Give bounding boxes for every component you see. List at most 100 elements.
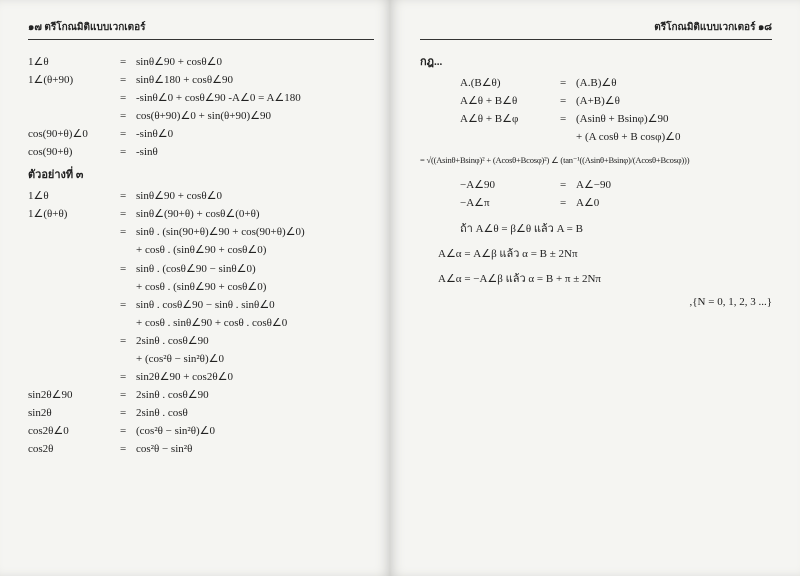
equation-row: cos2θ∠0=(cos²θ − sin²θ)∠0 bbox=[28, 423, 374, 440]
left-page: ๑๗ ตรีโกณมิติแบบเวกเตอร์ 1∠θ=sinθ∠90 + c… bbox=[0, 0, 390, 576]
eq-sign: = bbox=[120, 333, 136, 350]
equation-row: A∠θ + B∠θ=(A+B)∠θ bbox=[460, 93, 772, 110]
cond1: ถ้า A∠θ = β∠θ แล้ว A = B bbox=[460, 221, 772, 238]
eq-sign: = bbox=[120, 441, 136, 458]
eq-rhs: sin2θ∠90 + cos2θ∠0 bbox=[136, 369, 374, 386]
equation-row: sin2θ∠90=2sinθ . cosθ∠90 bbox=[28, 387, 374, 404]
eq-sign: = bbox=[120, 126, 136, 143]
eq-rhs: cos²θ − sin²θ bbox=[136, 441, 374, 458]
eq-rhs: sinθ . (cosθ∠90 − sinθ∠0) bbox=[136, 261, 374, 278]
eq-lhs bbox=[28, 333, 120, 350]
eq-lhs bbox=[28, 90, 120, 107]
eq-rhs: cos(θ+90)∠0 + sin(θ+90)∠90 bbox=[136, 108, 374, 125]
eq-lhs: −A∠90 bbox=[460, 177, 560, 194]
equation-row: + cosθ . sinθ∠90 + cosθ . cosθ∠0 bbox=[28, 315, 374, 332]
eq-sign: = bbox=[560, 75, 576, 92]
equation-row: + cosθ . (sinθ∠90 + cosθ∠0) bbox=[28, 242, 374, 259]
eq-lhs: cos(90+θ) bbox=[28, 144, 120, 161]
equation-row: 1∠θ=sinθ∠90 + cosθ∠0 bbox=[28, 54, 374, 71]
eq-lhs bbox=[28, 279, 120, 296]
equation-row: cos(90+θ)=-sinθ bbox=[28, 144, 374, 161]
eq-sign bbox=[560, 129, 576, 146]
equation-row: cos(90+θ)∠0=-sinθ∠0 bbox=[28, 126, 374, 143]
eq-lhs bbox=[28, 369, 120, 386]
equation-row: =sinθ . (sin(90+θ)∠90 + cos(90+θ)∠0) bbox=[28, 224, 374, 241]
eq-rhs: + cosθ . (sinθ∠90 + cosθ∠0) bbox=[136, 279, 374, 296]
rules-heading: กฎ... bbox=[420, 54, 772, 71]
eq-lhs bbox=[28, 351, 120, 368]
eq-lhs: A.(B∠θ) bbox=[460, 75, 560, 92]
eq-rhs: A∠−90 bbox=[576, 177, 772, 194]
eq-rhs: sinθ∠(90+θ) + cosθ∠(0+θ) bbox=[136, 206, 374, 223]
equation-row: + (A cosθ + B cosφ)∠0 bbox=[460, 129, 772, 146]
eq-lhs: 1∠θ bbox=[28, 188, 120, 205]
equation-row: + (cos²θ − sin²θ)∠0 bbox=[28, 351, 374, 368]
left-content: 1∠θ=sinθ∠90 + cosθ∠01∠(θ+90)=sinθ∠180 + … bbox=[28, 54, 374, 458]
equation-row: =2sinθ . cosθ∠90 bbox=[28, 333, 374, 350]
equation-row: A.(B∠θ)=(A.B)∠θ bbox=[460, 75, 772, 92]
eq-lhs: 1∠θ bbox=[28, 54, 120, 71]
eq-rhs: (Asinθ + Bsinφ)∠90 bbox=[576, 111, 772, 128]
eq-lhs bbox=[28, 261, 120, 278]
equation-row: 1∠(θ+θ)=sinθ∠(90+θ) + cosθ∠(0+θ) bbox=[28, 206, 374, 223]
eq-rhs: + cosθ . sinθ∠90 + cosθ . cosθ∠0 bbox=[136, 315, 374, 332]
eq-lhs bbox=[28, 242, 120, 259]
equation-row: + cosθ . (sinθ∠90 + cosθ∠0) bbox=[28, 279, 374, 296]
eq-sign: = bbox=[560, 177, 576, 194]
eq-sign: = bbox=[120, 72, 136, 89]
eq-lhs bbox=[28, 108, 120, 125]
set-tail: ,{N = 0, 1, 2, 3 ...} bbox=[420, 294, 772, 311]
eq-lhs bbox=[28, 315, 120, 332]
eq-sign: = bbox=[120, 90, 136, 107]
eq-rhs: 2sinθ . cosθ bbox=[136, 405, 374, 422]
neg-block: −A∠90=A∠−90−A∠π=A∠0 bbox=[460, 177, 772, 212]
eq-sign: = bbox=[120, 423, 136, 440]
eq-sign bbox=[120, 351, 136, 368]
eq-rhs: sinθ∠90 + cosθ∠0 bbox=[136, 188, 374, 205]
eq-lhs bbox=[460, 129, 560, 146]
eq-rhs: sinθ∠90 + cosθ∠0 bbox=[136, 54, 374, 71]
left-header: ๑๗ ตรีโกณมิติแบบเวกเตอร์ bbox=[28, 20, 374, 40]
eq-lhs: 1∠(θ+θ) bbox=[28, 206, 120, 223]
equation-row: =sin2θ∠90 + cos2θ∠0 bbox=[28, 369, 374, 386]
eq-sign: = bbox=[120, 297, 136, 314]
eq-rhs: sinθ . (sin(90+θ)∠90 + cos(90+θ)∠0) bbox=[136, 224, 374, 241]
eq-sign: = bbox=[120, 405, 136, 422]
eq-lhs: sin2θ bbox=[28, 405, 120, 422]
eq-rhs: (cos²θ − sin²θ)∠0 bbox=[136, 423, 374, 440]
equation-row: 1∠(θ+90)=sinθ∠180 + cosθ∠90 bbox=[28, 72, 374, 89]
eq-rhs: 2sinθ . cosθ∠90 bbox=[136, 333, 374, 350]
eq-sign: = bbox=[120, 261, 136, 278]
eq-sign: = bbox=[120, 188, 136, 205]
eq-sign: = bbox=[120, 206, 136, 223]
eq-sign: = bbox=[120, 54, 136, 71]
right-content: กฎ... A.(B∠θ)=(A.B)∠θA∠θ + B∠θ=(A+B)∠θA∠… bbox=[420, 54, 772, 311]
eq-rhs: (A.B)∠θ bbox=[576, 75, 772, 92]
eq-sign: = bbox=[560, 195, 576, 212]
eq-rhs: (A+B)∠θ bbox=[576, 93, 772, 110]
eq-lhs: cos2θ bbox=[28, 441, 120, 458]
eq-sign: = bbox=[560, 93, 576, 110]
eq-sign: = bbox=[560, 111, 576, 128]
eq-lhs: cos(90+θ)∠0 bbox=[28, 126, 120, 143]
equation-row: cos2θ=cos²θ − sin²θ bbox=[28, 441, 374, 458]
eq-rhs: sinθ∠180 + cosθ∠90 bbox=[136, 72, 374, 89]
eq-sign: = bbox=[120, 144, 136, 161]
equation-row: −A∠90=A∠−90 bbox=[460, 177, 772, 194]
equation-row: =sinθ . (cosθ∠90 − sinθ∠0) bbox=[28, 261, 374, 278]
right-header: ตรีโกณมิติแบบเวกเตอร์ ๑๘ bbox=[420, 20, 772, 40]
eq-sign: = bbox=[120, 369, 136, 386]
radical-line: = √((Asinθ+Bsinφ)² + (Acosθ+Bcosφ)²) ∠ (… bbox=[420, 154, 772, 167]
eq-lhs: A∠θ + B∠φ bbox=[460, 111, 560, 128]
eq-lhs bbox=[28, 224, 120, 241]
eq-rhs: + (A cosθ + B cosφ)∠0 bbox=[576, 129, 772, 146]
eq-lhs: −A∠π bbox=[460, 195, 560, 212]
equation-row: =cos(θ+90)∠0 + sin(θ+90)∠90 bbox=[28, 108, 374, 125]
eq-rhs: -sinθ∠0 bbox=[136, 126, 374, 143]
right-page: ตรีโกณมิติแบบเวกเตอร์ ๑๘ กฎ... A.(B∠θ)=(… bbox=[390, 0, 800, 576]
equation-row: sin2θ=2sinθ . cosθ bbox=[28, 405, 374, 422]
eq-sign: = bbox=[120, 387, 136, 404]
equation-row: =-sinθ∠0 + cosθ∠90 -A∠0 = A∠180 bbox=[28, 90, 374, 107]
eq-rhs: -sinθ bbox=[136, 144, 374, 161]
eq-lhs: cos2θ∠0 bbox=[28, 423, 120, 440]
